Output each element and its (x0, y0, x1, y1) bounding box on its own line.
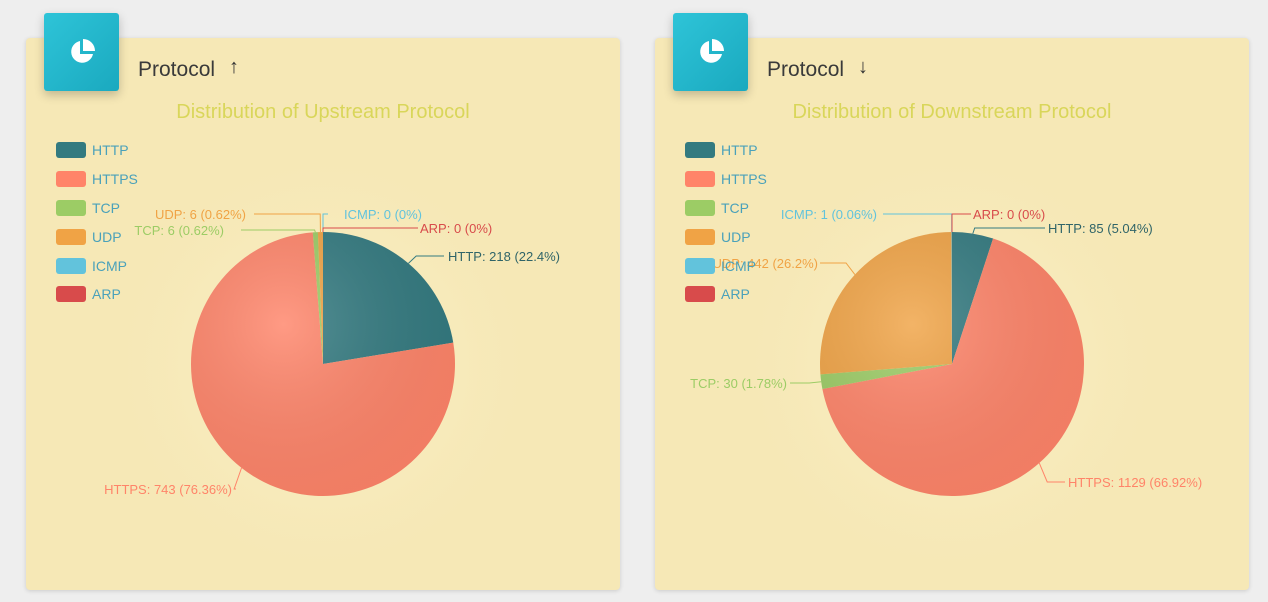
label-leader-tcp (790, 381, 822, 384)
card-title-text: Protocol (767, 58, 845, 81)
chart-title: Distribution of Downstream Protocol (792, 101, 1111, 123)
legend-item-http[interactable]: HTTP (56, 136, 138, 165)
legend-swatch (685, 199, 715, 216)
slice-label-tcp: TCP: 30 (1.78%) (690, 376, 787, 391)
legend-swatch (685, 228, 715, 245)
legend-swatch (685, 171, 715, 188)
slice-label-http: HTTP: 85 (5.04%) (1048, 221, 1153, 236)
label-leader-tcp (241, 229, 316, 233)
legend-item-https[interactable]: HTTPS (685, 165, 767, 194)
pie-chart-icon (44, 13, 119, 91)
pie-chart-icon (673, 13, 748, 91)
legend-item-udp[interactable]: UDP (56, 222, 138, 251)
slice-label-arp: ARP: 0 (0%) (973, 207, 1045, 222)
pie-slices (820, 232, 1084, 496)
legend-label: ICMP (721, 257, 756, 274)
legend-item-arp[interactable]: ARP (56, 280, 138, 309)
arrow-down-icon: ↓ (858, 55, 869, 78)
label-leader-http (972, 227, 1045, 234)
legend-swatch (56, 228, 86, 245)
legend-label: TCP (92, 199, 120, 216)
slice-label-https: HTTPS: 743 (76.36%) (104, 482, 232, 497)
upstream-pie-chart: Distribution of Upstream Protocol HTTP: 2… (93, 101, 560, 590)
legend-label: ICMP (92, 257, 127, 274)
slice-label-udp: UDP: 442 (26.2%) (713, 256, 819, 271)
legend-label: HTTPS (92, 171, 138, 188)
legend-swatch (56, 286, 86, 303)
label-leader-arp (322, 227, 418, 232)
legend-swatch (685, 286, 715, 303)
legend-item-udp[interactable]: UDP (685, 222, 767, 251)
legend-swatch (685, 142, 715, 159)
card-title-text: Protocol (138, 58, 216, 81)
slice-label-udp: UDP: 6 (0.62%) (155, 207, 246, 222)
legend-label: HTTP (721, 142, 758, 159)
arrow-up-icon: ↑ (229, 55, 240, 78)
legend-swatch (56, 257, 86, 274)
slice-label-arp: ARP: 0 (0%) (420, 221, 492, 236)
upstream-protocol-card: Protocol ↑ Distribution of Upstream Prot… (26, 13, 620, 590)
label-leader-udp (254, 213, 321, 233)
chart-title: Distribution of Upstream Protocol (176, 101, 469, 123)
slice-label-icmp: ICMP: 1 (0.06%) (781, 207, 877, 222)
label-leader-icmp (322, 213, 328, 232)
legend-item-tcp[interactable]: TCP (56, 194, 138, 223)
downstream-pie-chart: Distribution of Downstream Protocol HTTP:… (690, 101, 1202, 590)
legend-item-icmp[interactable]: ICMP (685, 251, 767, 280)
slice-label-https: HTTPS: 1129 (66.92%) (1068, 475, 1202, 490)
legend-label: HTTPS (721, 171, 767, 188)
label-leader-arp (951, 213, 971, 232)
legend-swatch (56, 171, 86, 188)
downstream-legend: HTTP HTTPS TCP UDP ICMP ARP (685, 136, 767, 309)
legend-item-https[interactable]: HTTPS (56, 165, 138, 194)
legend-swatch (685, 257, 715, 274)
slice-label-icmp: ICMP: 0 (0%) (344, 207, 422, 222)
legend-swatch (56, 142, 86, 159)
upstream-legend: HTTP HTTPS TCP UDP ICMP ARP (56, 136, 138, 309)
pie-slices (191, 232, 455, 497)
legend-item-http[interactable]: HTTP (685, 136, 767, 165)
legend-item-arp[interactable]: ARP (685, 280, 767, 309)
card-title: Protocol ↑ (138, 55, 240, 82)
legend-label: ARP (721, 286, 750, 303)
legend-label: UDP (92, 228, 122, 245)
slice-label-http: HTTP: 218 (22.4%) (448, 249, 560, 264)
legend-swatch (56, 199, 86, 216)
legend-item-icmp[interactable]: ICMP (56, 251, 138, 280)
downstream-protocol-card: Protocol ↓ Distribution of Downstream Pr… (655, 13, 1249, 590)
card-title: Protocol ↓ (767, 55, 869, 82)
legend-label: HTTP (92, 142, 129, 159)
slice-label-tcp: TCP: 6 (0.62%) (134, 223, 224, 238)
legend-label: TCP (721, 199, 749, 216)
legend-label: UDP (721, 228, 751, 245)
legend-label: ARP (92, 286, 121, 303)
legend-item-tcp[interactable]: TCP (685, 194, 767, 223)
